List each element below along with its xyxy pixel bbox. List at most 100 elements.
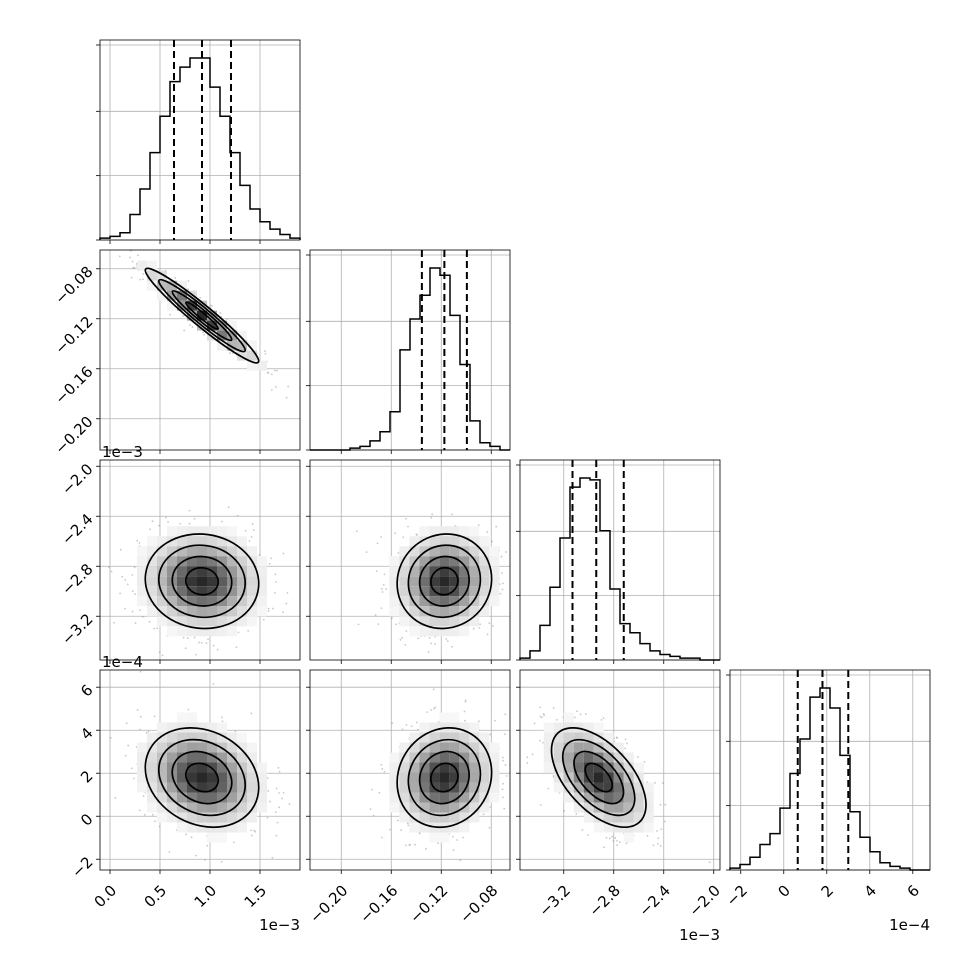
density-cell xyxy=(257,606,267,617)
scatter-point xyxy=(430,642,433,645)
density-cell xyxy=(489,792,500,803)
density-cell xyxy=(439,566,450,577)
scatter-point xyxy=(464,719,466,722)
scatter-point xyxy=(431,513,434,516)
density-cell xyxy=(227,586,237,597)
histogram-p1 xyxy=(310,267,510,451)
density-cell xyxy=(489,556,500,567)
density-cell xyxy=(207,772,217,783)
density-cell xyxy=(469,792,480,803)
density-cell xyxy=(479,566,490,577)
density-cell xyxy=(167,536,177,547)
density-cell xyxy=(429,722,440,733)
contour-line xyxy=(396,726,493,829)
density-cell xyxy=(207,722,217,733)
density-cell xyxy=(489,576,500,587)
density-cell xyxy=(187,556,197,567)
scatter-point xyxy=(124,607,126,610)
scatter-point xyxy=(268,800,271,803)
density-cell xyxy=(157,772,167,783)
scatter-point xyxy=(183,329,186,332)
density-cell xyxy=(237,586,247,597)
density-cell xyxy=(237,802,247,813)
density-cell xyxy=(157,616,167,627)
density-cell xyxy=(573,742,584,753)
scatter-point xyxy=(207,638,209,641)
density-cell xyxy=(573,802,584,813)
density-cell xyxy=(643,812,654,823)
density-cell xyxy=(439,732,450,743)
density-cell xyxy=(399,616,410,627)
scatter-point xyxy=(137,254,139,257)
scatter-point xyxy=(499,592,502,595)
scatter-point xyxy=(139,278,142,281)
density-cell xyxy=(257,596,267,607)
scatter-point xyxy=(489,806,491,808)
density-cell xyxy=(603,732,614,743)
density-cell xyxy=(207,752,217,763)
density-cell xyxy=(167,290,177,301)
density-cell xyxy=(197,596,207,607)
scatter-point xyxy=(139,715,142,718)
density-cell xyxy=(449,822,460,833)
scatter-point xyxy=(396,819,399,822)
density-cell xyxy=(563,712,574,723)
scatter-point xyxy=(275,834,278,837)
scatter-point xyxy=(174,277,177,279)
y-tick-label: −2.4 xyxy=(58,510,96,548)
scatter-point xyxy=(489,733,492,736)
density-cell xyxy=(227,802,237,813)
contour-line xyxy=(573,750,625,805)
scatter-point xyxy=(187,661,189,663)
scatter-point xyxy=(266,816,269,819)
scatter-point xyxy=(463,710,466,713)
scatter-point xyxy=(267,790,270,792)
scatter-point xyxy=(520,587,522,589)
density-cell xyxy=(247,546,257,557)
density-cell xyxy=(583,792,594,803)
scatter-point xyxy=(383,770,386,773)
density-cell xyxy=(167,626,177,637)
density-cell xyxy=(147,752,157,763)
density-cell xyxy=(419,556,430,567)
scatter-point xyxy=(158,825,161,828)
density-cell xyxy=(177,752,187,763)
density-cell xyxy=(177,596,187,607)
scatter-point xyxy=(187,708,190,711)
scatter-point xyxy=(277,766,280,769)
scatter-point xyxy=(394,532,397,535)
scatter-point xyxy=(406,822,409,825)
density-cell xyxy=(603,742,614,753)
density-cell xyxy=(399,782,410,793)
density-cell xyxy=(137,576,147,587)
density-cell xyxy=(439,802,450,813)
density-cell xyxy=(449,752,460,763)
density-cell xyxy=(227,340,237,351)
density-cell xyxy=(247,616,257,627)
scatter-point xyxy=(539,803,542,806)
scatter-point xyxy=(652,844,655,847)
density-cell xyxy=(459,616,470,627)
density-cell xyxy=(489,772,500,783)
density-cell xyxy=(479,586,490,597)
density-cell xyxy=(613,782,624,793)
scatter-point xyxy=(274,811,277,814)
scatter-point xyxy=(376,542,379,545)
density-cell xyxy=(137,260,147,271)
scatter-point xyxy=(131,260,134,263)
density-cell xyxy=(409,822,420,833)
x-tick-label: 4 xyxy=(861,882,880,901)
density-cell xyxy=(459,722,470,733)
density-cell xyxy=(197,742,207,753)
density-cell xyxy=(553,732,564,743)
density-cell xyxy=(623,782,634,793)
density-cell xyxy=(147,546,157,557)
scatter-point xyxy=(434,635,437,638)
density-cell xyxy=(593,802,604,813)
scatter-point xyxy=(410,725,413,728)
density-cell xyxy=(449,772,460,783)
scatter-point xyxy=(275,386,277,388)
density-cell xyxy=(399,566,410,577)
density-cell xyxy=(157,596,167,607)
